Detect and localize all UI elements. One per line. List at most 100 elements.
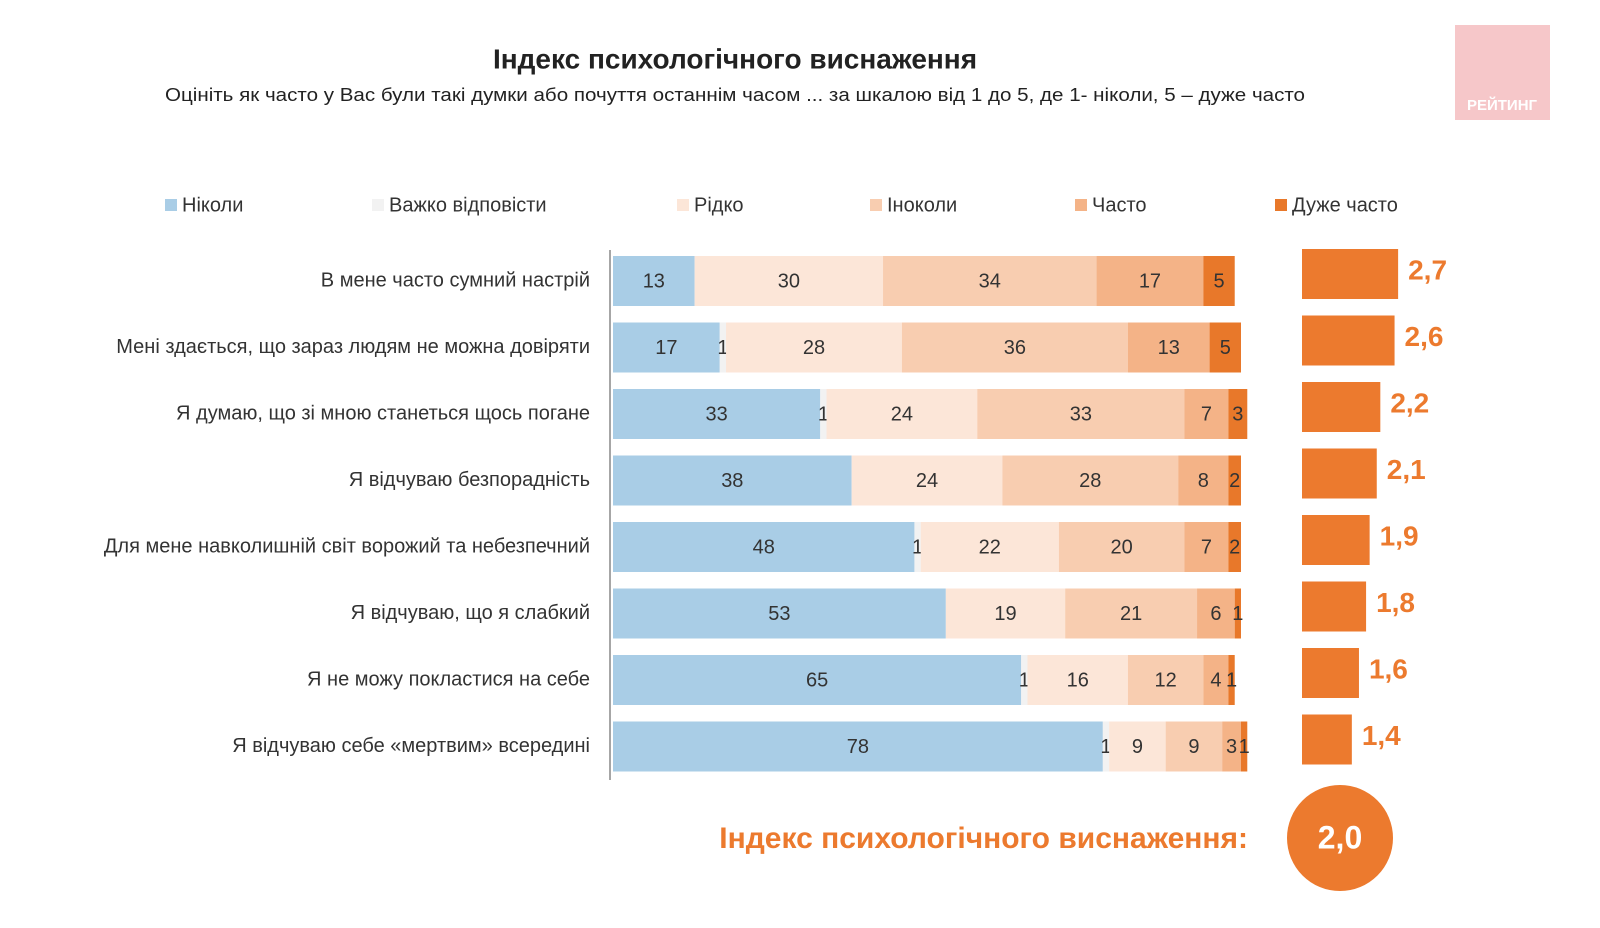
- bar-segment: [1209, 322, 1241, 373]
- bar-segment: [1165, 721, 1223, 772]
- bar-segment: [613, 655, 1022, 705]
- segment-label: 53: [768, 603, 790, 625]
- bar-segment: [1058, 522, 1185, 572]
- logo-text: РЕЙТИНГ: [1467, 96, 1538, 114]
- bar-segment: [613, 721, 1103, 772]
- segment-label: 1: [1100, 736, 1111, 758]
- category-label: Я відчуваю безпорадність: [349, 469, 590, 491]
- legend-swatch: [165, 199, 177, 211]
- segment-label: 1: [1019, 669, 1030, 691]
- legend-swatch: [677, 199, 689, 211]
- legend-swatch: [1075, 199, 1087, 211]
- bar-segment: [1127, 322, 1210, 373]
- bar-segment: [820, 389, 827, 439]
- legend-label: Ніколи: [182, 194, 243, 216]
- segment-label: 36: [1004, 337, 1026, 359]
- bar-segment: [1109, 721, 1166, 772]
- index-label: 2,2: [1390, 387, 1429, 418]
- index-label: 1,4: [1362, 720, 1401, 751]
- bar-segment: [1203, 655, 1229, 705]
- bar-segment: [1184, 389, 1229, 439]
- index-label: 1,8: [1376, 587, 1415, 618]
- bar-segment: [1096, 256, 1204, 306]
- bar-segment: [914, 522, 921, 572]
- bar-segment: [694, 256, 884, 306]
- index-bar: [1302, 648, 1359, 698]
- legend-swatch: [1275, 199, 1287, 211]
- category-label: В мене часто сумний настрій: [321, 269, 590, 291]
- legend-swatch: [372, 199, 384, 211]
- segment-label: 1: [818, 403, 829, 425]
- bar-segment: [1102, 721, 1110, 772]
- segment-label: 7: [1201, 403, 1212, 425]
- bar-segment: [1002, 455, 1179, 506]
- bar-segment: [1203, 256, 1235, 306]
- segment-label: 12: [1155, 669, 1177, 691]
- segment-label: 16: [1067, 669, 1089, 691]
- segment-label: 28: [1079, 470, 1101, 492]
- bar-segment: [977, 389, 1185, 439]
- bar-segment: [1228, 655, 1235, 705]
- legend-label: Дуже часто: [1292, 194, 1398, 216]
- index-bar: [1302, 448, 1377, 499]
- bar-segment: [1021, 655, 1028, 705]
- index-bar: [1302, 315, 1395, 366]
- bar-segment: [613, 455, 852, 506]
- segment-label: 24: [891, 403, 913, 425]
- category-label: Для мене навколишній світ ворожий та неб…: [104, 535, 590, 557]
- segment-label: 34: [979, 270, 1001, 292]
- category-label: Я відчуваю себе «мертвим» всередині: [232, 735, 590, 757]
- bar-segment: [1234, 588, 1241, 639]
- bar-segment: [613, 588, 946, 639]
- segment-label: 20: [1111, 536, 1133, 558]
- index-bar: [1302, 714, 1352, 765]
- index-bar: [1302, 249, 1399, 299]
- segment-label: 9: [1188, 736, 1199, 758]
- bar-segment: [1228, 389, 1248, 439]
- segment-label: 48: [753, 536, 775, 558]
- bar-segment: [883, 256, 1097, 306]
- segment-label: 65: [806, 669, 828, 691]
- segment-label: 22: [979, 536, 1001, 558]
- bar-segment: [901, 322, 1128, 373]
- segment-label: 78: [847, 736, 869, 758]
- segment-label: 30: [778, 270, 800, 292]
- segment-label: 19: [994, 603, 1016, 625]
- legend-label: Важко відповісти: [389, 194, 547, 216]
- segment-label: 33: [1070, 403, 1092, 425]
- bar-segment: [1197, 588, 1235, 639]
- segment-label: 2: [1229, 536, 1240, 558]
- bar-segment: [920, 522, 1059, 572]
- index-label: 1,6: [1369, 653, 1408, 684]
- summary-label: Індекс психологічного виснаження:: [719, 822, 1248, 855]
- bar-segment: [1228, 522, 1241, 572]
- index-label: 1,9: [1380, 520, 1419, 551]
- legend-label: Іноколи: [887, 194, 957, 216]
- index-label: 2,1: [1387, 454, 1426, 485]
- bar-segment: [945, 588, 1066, 639]
- category-label: Я не можу покластися на себе: [307, 668, 590, 690]
- segment-label: 21: [1120, 603, 1142, 625]
- segment-label: 17: [655, 337, 677, 359]
- bar-segment: [726, 322, 902, 373]
- segment-label: 1: [1239, 736, 1250, 758]
- segment-label: 1: [1232, 603, 1243, 625]
- bar-segment: [1228, 455, 1241, 506]
- bar-segment: [1241, 721, 1248, 772]
- bar-segment: [851, 455, 1003, 506]
- category-label: Я думаю, що зі мною станеться щось поган…: [176, 402, 590, 424]
- summary-value: 2,0: [1318, 819, 1362, 855]
- segment-label: 1: [717, 337, 728, 359]
- chart-subtitle: Оцініть як часто у Вас були такі думки а…: [165, 84, 1305, 105]
- segment-label: 1: [1226, 669, 1237, 691]
- legend-swatch: [870, 199, 882, 211]
- segment-label: 3: [1232, 403, 1243, 425]
- segment-label: 5: [1213, 270, 1224, 292]
- bar-segment: [613, 389, 821, 439]
- logo: [1455, 25, 1550, 120]
- segment-label: 17: [1139, 270, 1161, 292]
- summary-circle: [1287, 785, 1393, 891]
- segment-label: 7: [1201, 536, 1212, 558]
- category-label: Я відчуваю, що я слабкий: [351, 602, 590, 624]
